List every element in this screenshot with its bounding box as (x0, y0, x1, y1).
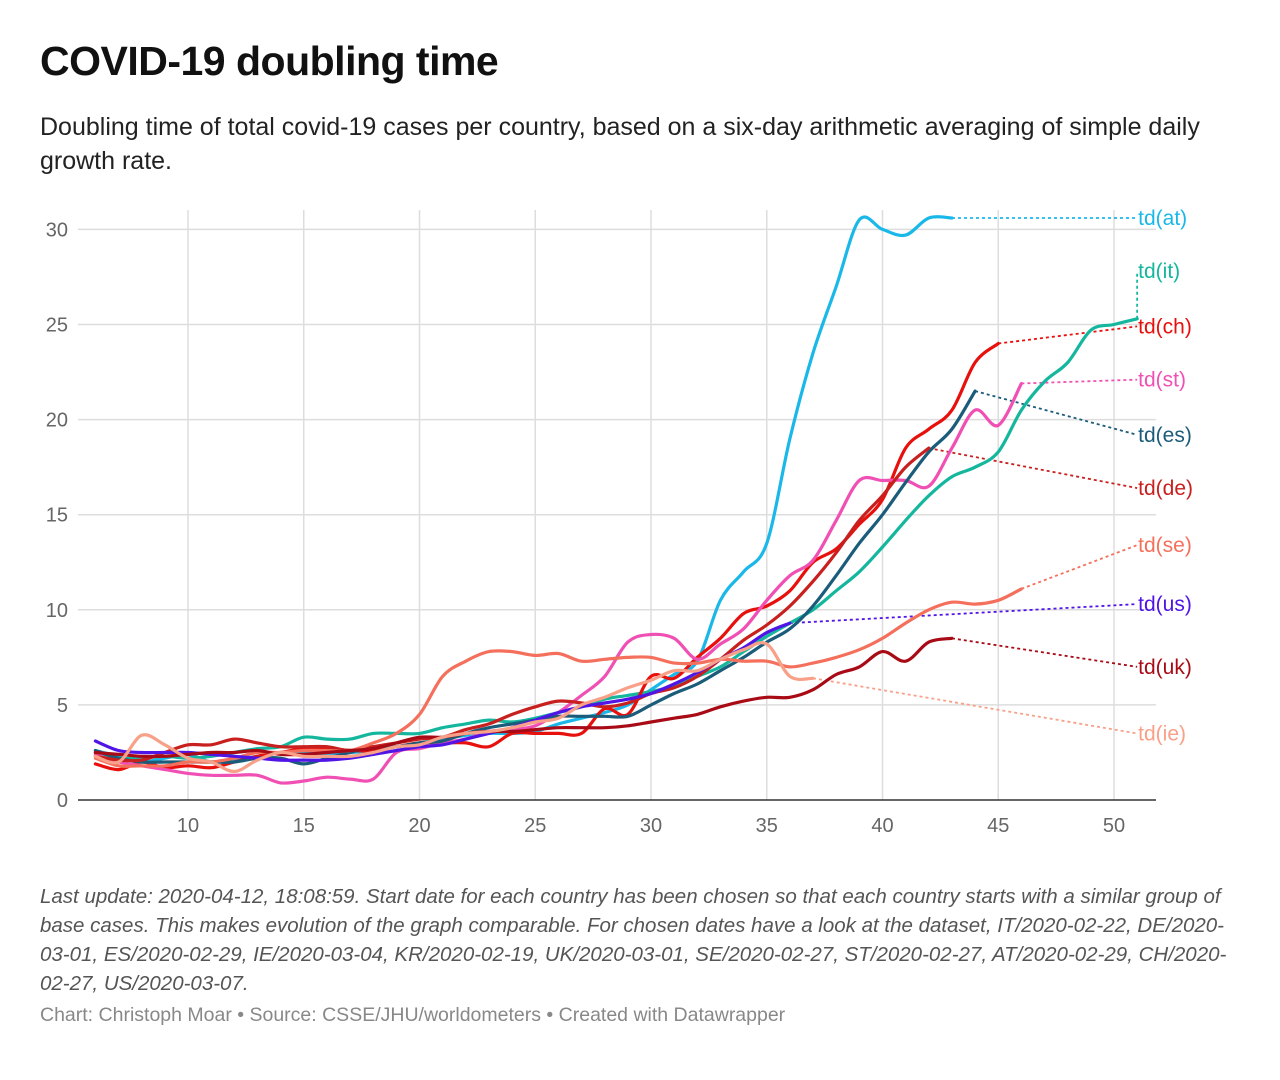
connector-uk (951, 637, 1138, 668)
series-line-ie (93, 641, 815, 774)
y-tick-label: 10 (46, 600, 68, 622)
series-line-at (93, 215, 954, 764)
series-line-ch (93, 341, 1000, 772)
connector-es (974, 390, 1138, 436)
series-label-uk: td(uk) (1138, 656, 1192, 679)
series-line-us (93, 621, 792, 762)
x-tick-label: 50 (1103, 815, 1125, 837)
series-line-it (93, 317, 1139, 761)
series-label-it: td(it) (1138, 260, 1180, 283)
chart-byline: Chart: Christoph Moar • Source: CSSE/JHU… (40, 1004, 786, 1026)
series-label-de: td(de) (1138, 477, 1193, 500)
x-tick-label: 30 (640, 815, 662, 837)
x-axis-ticks: 10 15 20 25 30 35 40 45 50 (177, 815, 1125, 837)
connector-st (1021, 378, 1138, 385)
series-line-de (93, 446, 931, 763)
series-lines (93, 215, 1139, 785)
y-tick-label: 15 (46, 505, 68, 527)
x-tick-label: 20 (408, 815, 430, 837)
y-tick-label: 0 (57, 790, 68, 812)
x-tick-label: 15 (293, 815, 315, 837)
x-tick-label: 45 (987, 815, 1009, 837)
series-labels: td(at) td(it) td(ch) td(st) td(es) td(de) td(s… (1138, 207, 1193, 745)
y-tick-label: 25 (46, 315, 68, 337)
x-tick-label: 10 (177, 815, 199, 837)
connector-us (789, 603, 1138, 625)
series-label-se: td(se) (1138, 534, 1192, 557)
x-tick-label: 25 (524, 815, 546, 837)
series-label-us: td(us) (1138, 593, 1192, 616)
series-label-es: td(es) (1138, 424, 1192, 447)
x-tick-label: 35 (756, 815, 778, 837)
y-tick-label: 20 (46, 410, 68, 432)
connector-ie (812, 677, 1138, 735)
y-axis-ticks: 0 5 10 15 20 25 30 (46, 219, 68, 812)
y-tick-label: 5 (57, 695, 68, 717)
y-tick-label: 30 (46, 219, 68, 241)
series-label-st: td(st) (1138, 369, 1186, 392)
chart-title: COVID-19 doubling time (40, 38, 499, 84)
connector-se (1021, 544, 1138, 590)
series-label-ch: td(ch) (1138, 315, 1192, 338)
series-label-ie: td(ie) (1138, 722, 1186, 745)
series-label-at: td(at) (1138, 207, 1187, 230)
connector-de (928, 447, 1138, 489)
gridlines (78, 210, 1156, 801)
chart-subtitle: Doubling time of total covid-19 cases pe… (40, 113, 1200, 175)
chart-notes: Last update: 2020-04-12, 18:08:59. Start… (40, 885, 1227, 995)
series-line-uk (93, 636, 954, 759)
x-tick-label: 40 (871, 815, 893, 837)
series-line-se (93, 587, 1023, 768)
label-connectors (789, 217, 1139, 735)
connector-ch (998, 325, 1138, 345)
